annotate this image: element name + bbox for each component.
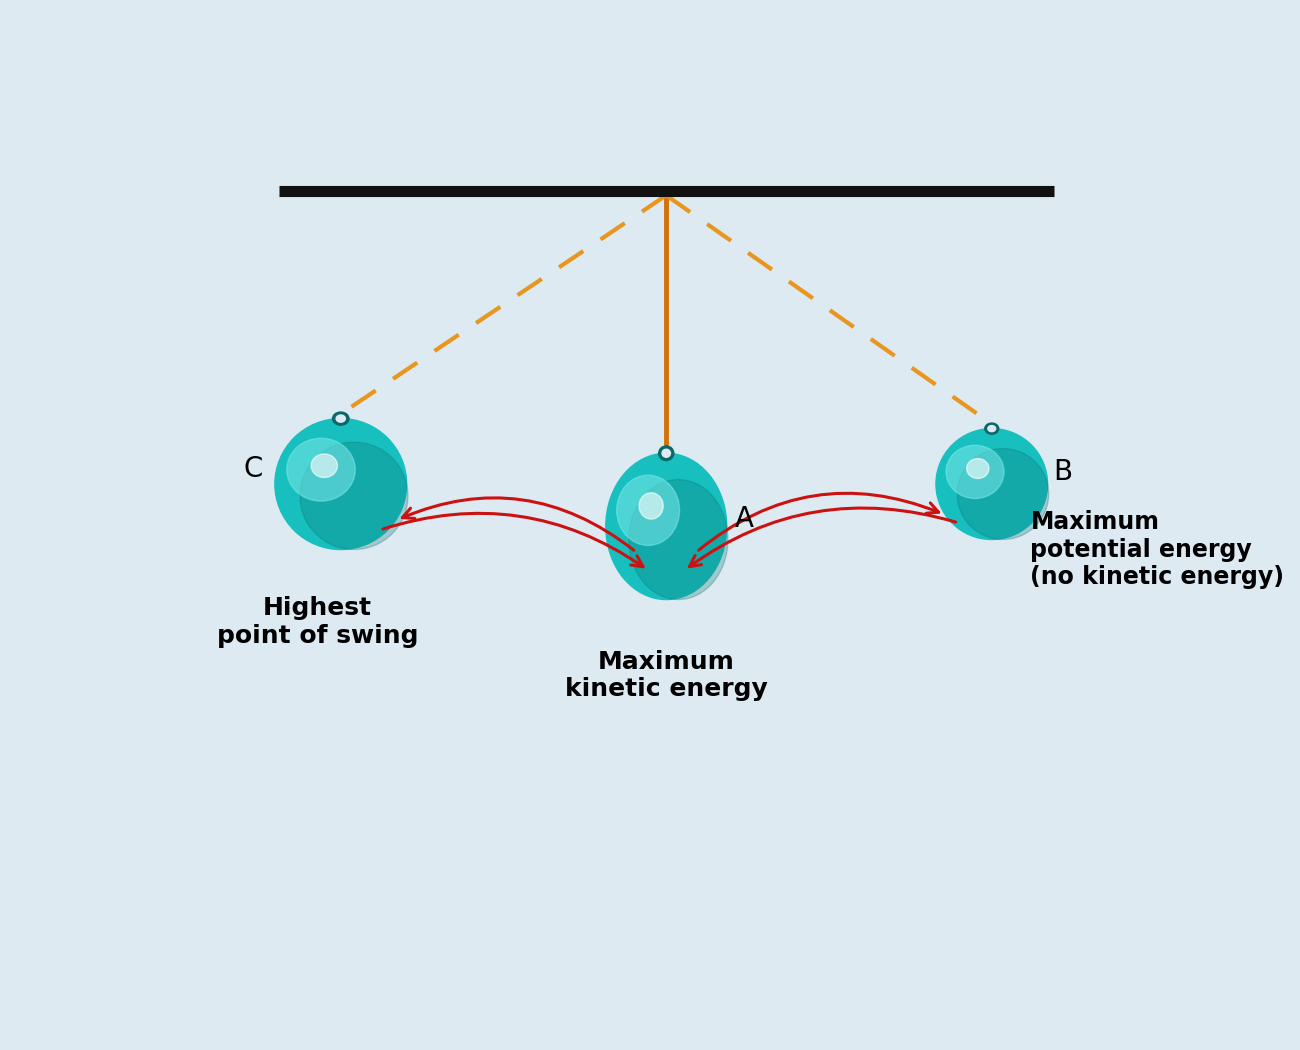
Ellipse shape bbox=[311, 454, 338, 478]
Ellipse shape bbox=[640, 492, 663, 519]
Ellipse shape bbox=[946, 445, 1004, 499]
Ellipse shape bbox=[300, 442, 408, 549]
Ellipse shape bbox=[274, 419, 407, 549]
Ellipse shape bbox=[606, 454, 727, 600]
Ellipse shape bbox=[616, 476, 680, 545]
Ellipse shape bbox=[287, 438, 355, 501]
Ellipse shape bbox=[337, 415, 346, 422]
Ellipse shape bbox=[629, 480, 728, 600]
Ellipse shape bbox=[985, 423, 998, 434]
Text: Maximum
kinetic energy: Maximum kinetic energy bbox=[566, 650, 767, 701]
Text: B: B bbox=[1054, 459, 1072, 486]
Ellipse shape bbox=[662, 449, 671, 457]
Ellipse shape bbox=[659, 446, 673, 461]
Ellipse shape bbox=[936, 428, 1048, 540]
Text: Highest
point of swing: Highest point of swing bbox=[217, 595, 419, 648]
Text: A: A bbox=[734, 505, 754, 532]
Text: C: C bbox=[244, 455, 263, 483]
Ellipse shape bbox=[957, 448, 1049, 540]
Ellipse shape bbox=[967, 459, 989, 479]
Ellipse shape bbox=[333, 412, 348, 425]
Text: Maximum
potential energy
(no kinetic energy): Maximum potential energy (no kinetic ene… bbox=[1031, 509, 1284, 589]
Ellipse shape bbox=[988, 425, 996, 432]
